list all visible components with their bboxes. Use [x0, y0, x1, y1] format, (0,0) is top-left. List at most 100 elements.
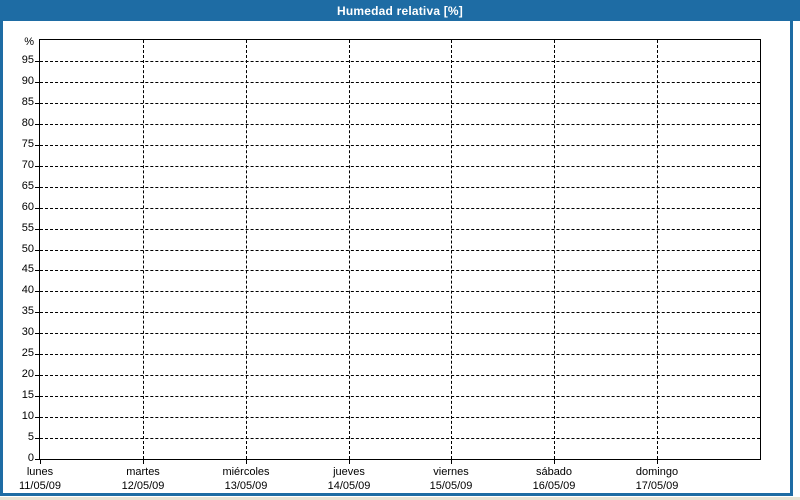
y-axis-unit-label: % — [24, 36, 34, 48]
x-day-label: miércoles — [222, 466, 270, 478]
page-bottom-edge — [0, 497, 800, 500]
y-tick-label: 30 — [21, 326, 34, 338]
y-tick-label: 35 — [21, 305, 34, 317]
y-tick-label: 70 — [21, 159, 34, 171]
x-date-label: 14/05/09 — [327, 480, 371, 492]
y-tick-label: 75 — [21, 138, 34, 150]
x-gridline — [349, 40, 350, 459]
y-tick-mark — [35, 375, 39, 376]
y-tick-mark — [35, 124, 39, 125]
x-tick-mark — [40, 460, 41, 464]
y-gridline — [40, 396, 760, 397]
y-gridline — [40, 312, 760, 313]
x-gridline — [143, 40, 144, 459]
x-gridline — [657, 40, 658, 459]
y-gridline — [40, 61, 760, 62]
plot-area — [39, 39, 761, 460]
y-gridline — [40, 82, 760, 83]
x-tick-mark — [554, 460, 555, 464]
x-date-label: 13/05/09 — [224, 480, 268, 492]
y-gridline — [40, 250, 760, 251]
x-day-label: domingo — [635, 466, 679, 478]
x-axis-category: domingo 17/05/09 — [607, 465, 707, 493]
frame-border-left — [0, 21, 3, 496]
y-tick-mark — [35, 459, 39, 460]
y-tick-label: 5 — [27, 431, 34, 443]
frame-border-right — [790, 21, 793, 496]
frame-border-bottom — [0, 493, 793, 496]
x-date-label: 11/05/09 — [18, 480, 61, 492]
x-tick-mark — [657, 460, 658, 464]
x-date-label: 16/05/09 — [532, 480, 576, 492]
y-tick-label: 20 — [21, 368, 34, 380]
y-tick-mark — [35, 312, 39, 313]
y-tick-mark — [35, 145, 39, 146]
x-tick-mark — [143, 460, 144, 464]
y-tick-label: 90 — [21, 75, 34, 87]
y-tick-mark — [35, 250, 39, 251]
y-tick-label: 40 — [21, 284, 34, 296]
y-gridline — [40, 124, 760, 125]
y-gridline — [40, 270, 760, 271]
y-gridline — [40, 375, 760, 376]
x-date-label: 15/05/09 — [429, 480, 473, 492]
x-axis-category: lunes 11/05/09 — [0, 465, 90, 493]
x-day-label: lunes — [26, 466, 54, 478]
x-axis-category: martes 12/05/09 — [93, 465, 193, 493]
y-tick-mark — [35, 166, 39, 167]
x-day-label: martes — [126, 466, 160, 478]
x-axis-category: jueves 14/05/09 — [299, 465, 399, 493]
x-tick-mark — [349, 460, 350, 464]
y-tick-label: 10 — [21, 410, 34, 422]
y-tick-label: 0 — [27, 452, 34, 464]
y-gridline — [40, 438, 760, 439]
y-tick-mark — [35, 333, 39, 334]
y-tick-label: 45 — [21, 263, 34, 275]
y-tick-label: 50 — [21, 243, 34, 255]
y-tick-mark — [35, 61, 39, 62]
x-axis-category: miércoles 13/05/09 — [196, 465, 296, 493]
y-gridline — [40, 229, 760, 230]
title-bar: Humedad relativa [%] — [0, 0, 800, 21]
x-gridline — [451, 40, 452, 459]
y-tick-label: 25 — [21, 347, 34, 359]
y-tick-label: 65 — [21, 180, 34, 192]
x-date-label: 12/05/09 — [121, 480, 165, 492]
x-day-label: viernes — [433, 466, 469, 478]
y-tick-label: 95 — [21, 54, 34, 66]
x-day-label: sábado — [535, 466, 573, 478]
y-gridline — [40, 187, 760, 188]
y-tick-mark — [35, 187, 39, 188]
y-tick-mark — [35, 396, 39, 397]
y-tick-label: 80 — [21, 117, 34, 129]
y-gridline — [40, 208, 760, 209]
x-tick-mark — [246, 460, 247, 464]
y-tick-mark — [35, 229, 39, 230]
y-gridline — [40, 145, 760, 146]
x-gridline — [554, 40, 555, 459]
y-tick-label: 85 — [21, 96, 34, 108]
y-tick-mark — [35, 417, 39, 418]
x-tick-mark — [451, 460, 452, 464]
y-gridline — [40, 417, 760, 418]
y-gridline — [40, 166, 760, 167]
y-tick-mark — [35, 291, 39, 292]
x-date-label: 17/05/09 — [635, 480, 679, 492]
y-tick-mark — [35, 438, 39, 439]
x-axis-category: sábado 16/05/09 — [504, 465, 604, 493]
y-gridline — [40, 103, 760, 104]
y-tick-mark — [35, 270, 39, 271]
chart-title: Humedad relativa [%] — [336, 3, 464, 18]
y-gridline — [40, 354, 760, 355]
y-tick-mark — [35, 82, 39, 83]
x-gridline — [246, 40, 247, 459]
y-tick-mark — [35, 103, 39, 104]
x-day-label: jueves — [333, 466, 365, 478]
y-gridline — [40, 291, 760, 292]
y-gridline — [40, 333, 760, 334]
y-tick-label: 55 — [21, 222, 34, 234]
y-tick-label: 15 — [21, 389, 34, 401]
y-tick-mark — [35, 208, 39, 209]
y-tick-mark — [35, 354, 39, 355]
